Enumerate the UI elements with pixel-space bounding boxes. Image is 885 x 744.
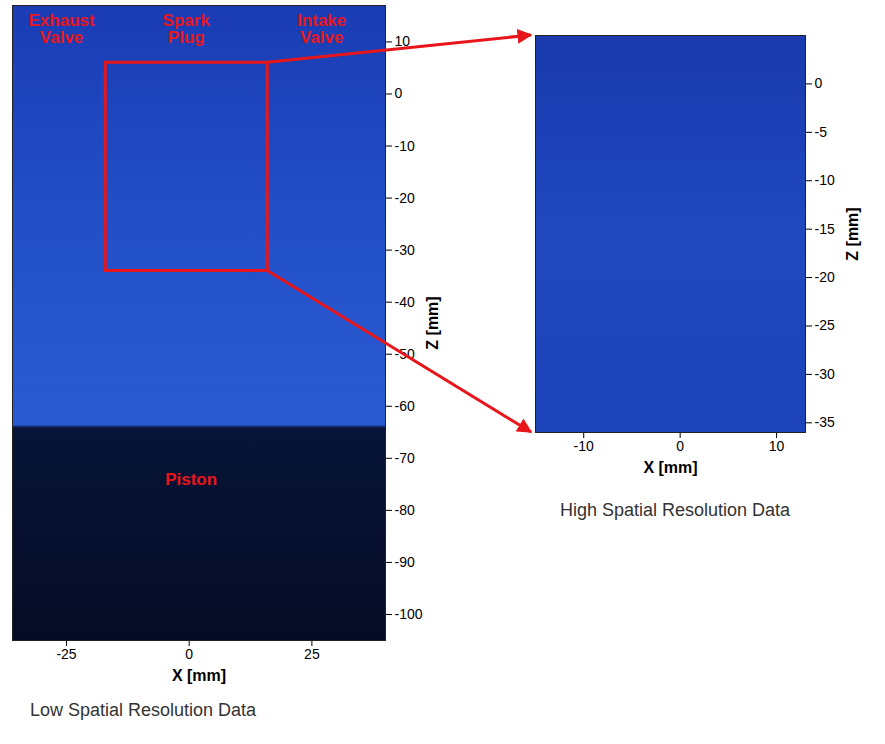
svg-text:-70: -70 [395, 450, 415, 466]
svg-text:-50: -50 [395, 346, 415, 362]
svg-text:-80: -80 [395, 502, 415, 518]
svg-text:-20: -20 [815, 269, 835, 285]
svg-text:Z [mm]: Z [mm] [424, 296, 441, 349]
svg-text:-30: -30 [815, 366, 835, 382]
svg-text:-15: -15 [815, 221, 835, 237]
svg-text:Piston: Piston [165, 470, 217, 489]
svg-text:-100: -100 [395, 606, 423, 622]
svg-text:-90: -90 [395, 554, 415, 570]
svg-text:-30: -30 [395, 242, 415, 258]
svg-text:-5: -5 [815, 124, 828, 140]
svg-text:-40: -40 [395, 294, 415, 310]
svg-text:-25: -25 [815, 317, 835, 333]
svg-text:10: 10 [395, 33, 411, 49]
svg-text:X [mm]: X [mm] [172, 667, 226, 684]
html-text:High Spatial Resolution Data: High Spatial Resolution Data [560, 500, 791, 520]
svg-text:-20: -20 [395, 190, 415, 206]
svg-text:25: 25 [304, 646, 320, 662]
svg-text:-10: -10 [395, 138, 415, 154]
svg-text:SparkPlug: SparkPlug [163, 11, 211, 47]
svg-text:10: 10 [769, 438, 785, 454]
svg-text:0: 0 [676, 438, 684, 454]
svg-text:-60: -60 [395, 398, 415, 414]
svg-text:X [mm]: X [mm] [643, 459, 697, 476]
svg-text:-35: -35 [815, 414, 835, 430]
svg-text:-10: -10 [815, 172, 835, 188]
svg-text:-10: -10 [574, 438, 594, 454]
html-text:Low Spatial Resolution Data: Low Spatial Resolution Data [30, 700, 257, 720]
svg-text:ExhaustValve: ExhaustValve [29, 11, 95, 47]
svg-text:0: 0 [395, 85, 403, 101]
svg-text:0: 0 [185, 646, 193, 662]
svg-text:Z [mm]: Z [mm] [844, 207, 861, 260]
svg-text:0: 0 [815, 75, 823, 91]
svg-text:-25: -25 [56, 646, 76, 662]
svg-text:IntakeValve: IntakeValve [297, 11, 346, 47]
